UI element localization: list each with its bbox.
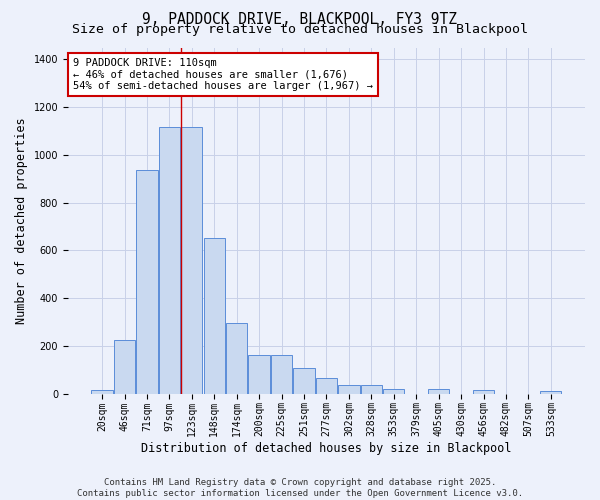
Bar [91, 390, 113, 394]
Bar [428, 389, 449, 394]
Bar [361, 385, 382, 394]
Bar [226, 323, 247, 394]
Bar [114, 340, 135, 394]
Bar [383, 389, 404, 394]
Text: Contains HM Land Registry data © Crown copyright and database right 2025.
Contai: Contains HM Land Registry data © Crown c… [77, 478, 523, 498]
Text: Size of property relative to detached houses in Blackpool: Size of property relative to detached ho… [72, 22, 528, 36]
Text: 9 PADDOCK DRIVE: 110sqm
← 46% of detached houses are smaller (1,676)
54% of semi: 9 PADDOCK DRIVE: 110sqm ← 46% of detache… [73, 58, 373, 91]
Bar [473, 390, 494, 394]
Bar [540, 391, 562, 394]
Y-axis label: Number of detached properties: Number of detached properties [15, 117, 28, 324]
Bar [159, 128, 180, 394]
Text: 9, PADDOCK DRIVE, BLACKPOOL, FY3 9TZ: 9, PADDOCK DRIVE, BLACKPOOL, FY3 9TZ [143, 12, 458, 28]
Bar [248, 356, 270, 394]
Bar [271, 356, 292, 394]
Bar [136, 170, 158, 394]
Bar [203, 238, 225, 394]
Bar [293, 368, 314, 394]
Bar [181, 128, 202, 394]
Bar [338, 385, 359, 394]
X-axis label: Distribution of detached houses by size in Blackpool: Distribution of detached houses by size … [141, 442, 512, 455]
Bar [316, 378, 337, 394]
